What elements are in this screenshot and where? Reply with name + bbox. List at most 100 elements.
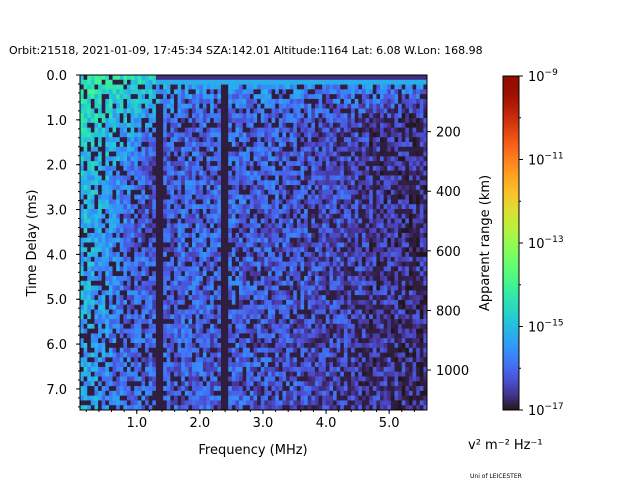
heatmap-cell bbox=[206, 89, 211, 95]
heatmap-cell bbox=[300, 142, 305, 148]
heatmap-cell bbox=[340, 199, 345, 205]
heatmap-cell bbox=[108, 75, 113, 81]
heatmap-cell bbox=[199, 194, 204, 200]
heatmap-cell bbox=[351, 276, 356, 282]
heatmap-cell bbox=[329, 170, 334, 176]
heatmap-cell bbox=[199, 319, 204, 325]
heatmap-cell bbox=[394, 127, 399, 133]
heatmap-cell bbox=[271, 237, 276, 243]
heatmap-cell bbox=[383, 242, 388, 248]
heatmap-cell bbox=[126, 285, 131, 291]
heatmap-cell bbox=[105, 280, 110, 286]
heatmap-cell bbox=[325, 252, 330, 258]
heatmap-cell bbox=[112, 256, 117, 263]
heatmap-cell bbox=[166, 223, 171, 229]
heatmap-cell bbox=[126, 98, 131, 105]
heatmap-cell bbox=[408, 290, 413, 296]
heatmap-cell bbox=[322, 132, 327, 138]
heatmap-cell bbox=[354, 75, 359, 81]
heatmap-cell bbox=[289, 79, 294, 85]
heatmap-cell bbox=[329, 113, 334, 119]
heatmap-cell bbox=[90, 113, 95, 119]
heatmap-cell bbox=[423, 213, 428, 219]
heatmap-cell bbox=[177, 218, 182, 224]
heatmap-cell bbox=[195, 261, 200, 267]
heatmap-cell bbox=[239, 209, 244, 215]
heatmap-cell bbox=[387, 242, 392, 248]
heatmap-cell bbox=[260, 161, 265, 167]
heatmap-cell bbox=[152, 165, 157, 172]
heatmap-cell bbox=[130, 261, 135, 267]
heatmap-cell bbox=[123, 285, 128, 291]
heatmap-cell bbox=[119, 314, 124, 320]
heatmap-cell bbox=[152, 276, 157, 282]
heatmap-cell bbox=[412, 271, 417, 277]
heatmap-cell bbox=[166, 84, 171, 90]
heatmap-cell bbox=[163, 108, 168, 114]
heatmap-cell bbox=[170, 94, 175, 100]
heatmap-cell bbox=[159, 89, 164, 95]
heatmap-cell bbox=[141, 98, 146, 105]
heatmap-cell bbox=[260, 151, 265, 157]
heatmap-cell bbox=[372, 79, 377, 85]
heatmap-cell bbox=[390, 189, 395, 196]
heatmap-cell bbox=[228, 304, 233, 310]
heatmap-cell bbox=[206, 165, 211, 172]
heatmap-cell bbox=[318, 204, 323, 210]
heatmap-cell bbox=[173, 304, 178, 310]
heatmap-cell bbox=[354, 84, 359, 90]
heatmap-cell bbox=[336, 204, 341, 210]
heatmap-cell bbox=[275, 170, 280, 176]
heatmap-cell bbox=[307, 180, 312, 186]
heatmap-cell bbox=[257, 209, 262, 215]
heatmap-cell bbox=[329, 252, 334, 258]
heatmap-cell bbox=[101, 209, 106, 215]
heatmap-cell bbox=[228, 113, 233, 119]
heatmap-cell bbox=[322, 285, 327, 291]
heatmap-cell bbox=[289, 89, 294, 95]
heatmap-cell bbox=[123, 242, 128, 248]
heatmap-cell bbox=[173, 151, 178, 157]
heatmap-cell bbox=[184, 79, 189, 85]
heatmap-cell bbox=[329, 189, 334, 196]
heatmap-cell bbox=[166, 132, 171, 138]
heatmap-cell bbox=[213, 304, 218, 310]
heatmap-cell bbox=[423, 304, 428, 310]
heatmap-cell bbox=[398, 213, 403, 219]
heatmap-cell bbox=[264, 309, 269, 315]
heatmap-cell bbox=[354, 304, 359, 310]
heatmap-cell bbox=[387, 189, 392, 196]
heatmap-cell bbox=[351, 237, 356, 243]
heatmap-cell bbox=[80, 299, 85, 306]
heatmap-cell bbox=[365, 247, 370, 253]
heatmap-cell bbox=[130, 204, 135, 210]
heatmap-cell bbox=[206, 161, 211, 167]
heatmap-cell bbox=[228, 242, 233, 248]
heatmap-cell bbox=[318, 280, 323, 286]
heatmap-cell bbox=[351, 137, 356, 143]
heatmap-cell bbox=[148, 189, 153, 196]
heatmap-cell bbox=[246, 132, 251, 138]
heatmap-cell bbox=[293, 132, 298, 138]
heatmap-cell bbox=[394, 204, 399, 210]
heatmap-cell bbox=[275, 285, 280, 291]
heatmap-cell bbox=[361, 122, 366, 129]
heatmap-cell bbox=[224, 252, 229, 258]
heatmap-cell bbox=[416, 242, 421, 248]
heatmap-cell bbox=[372, 94, 377, 100]
heatmap-cell bbox=[264, 118, 269, 124]
heatmap-cell bbox=[239, 252, 244, 258]
heatmap-cell bbox=[361, 165, 366, 172]
heatmap-cell bbox=[282, 309, 287, 315]
heatmap-cell bbox=[239, 151, 244, 157]
heatmap-cell bbox=[184, 122, 189, 129]
heatmap-cell bbox=[217, 280, 222, 286]
heatmap-cell bbox=[94, 151, 99, 157]
heatmap-cell bbox=[412, 194, 417, 200]
heatmap-cell bbox=[311, 127, 316, 133]
heatmap-cell bbox=[94, 84, 99, 90]
heatmap-cell bbox=[253, 132, 258, 138]
heatmap-cell bbox=[289, 256, 294, 263]
heatmap-cell bbox=[307, 247, 312, 253]
heatmap-cell bbox=[358, 108, 363, 114]
